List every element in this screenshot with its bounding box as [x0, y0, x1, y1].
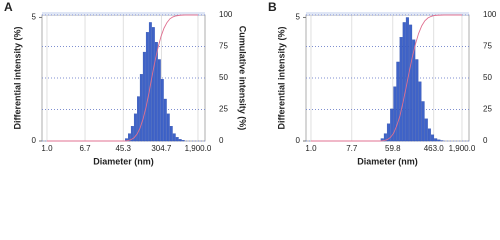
histogram-bar: [137, 96, 140, 142]
y2-tick-label: 25: [483, 105, 492, 114]
x-tick-label: 1,900.0: [185, 144, 212, 153]
histogram-bar: [431, 134, 435, 142]
histogram-bar: [145, 32, 149, 142]
histogram-bar: [133, 113, 137, 142]
histogram-bar: [163, 98, 167, 142]
x-axis-title: Diameter (nm): [93, 156, 154, 166]
histogram-bar: [393, 86, 397, 142]
y-tick-label: 5: [296, 13, 301, 22]
x-tick-label: 45.3: [115, 144, 131, 153]
histogram-bar: [434, 138, 438, 142]
histogram-bar: [151, 27, 155, 142]
histogram-bar: [386, 123, 391, 142]
x-tick-label: 59.8: [385, 144, 401, 153]
y2-axis-title: Cumulative intensity (%): [238, 26, 248, 131]
y-tick-label: 0: [296, 136, 301, 145]
y2-tick-label: 0: [219, 136, 224, 145]
histogram-bar: [148, 22, 152, 142]
panel-label: A: [4, 0, 13, 14]
histogram-bar: [402, 22, 406, 142]
histogram-bar: [418, 81, 422, 142]
histogram-bar: [169, 126, 173, 142]
histogram-bar: [157, 59, 161, 142]
x-axis-title: Diameter (nm): [357, 156, 418, 166]
x-tick-label: 7.7: [346, 144, 358, 153]
histogram-bar: [130, 126, 134, 142]
x-tick-label: 1.0: [41, 144, 53, 153]
cumulative-line: [46, 14, 198, 142]
y2-tick-label: 75: [219, 42, 228, 51]
y2-tick-label: 50: [219, 73, 228, 82]
y2-tick-label: 25: [219, 105, 228, 114]
histogram-bar: [160, 79, 164, 142]
histogram-bar: [424, 118, 428, 142]
histogram-bar: [383, 133, 387, 142]
histogram-bar: [437, 139, 441, 142]
figure: A1.0 6.7 45.3 304.7 1,900.0025507510005Diame…: [4, 0, 497, 166]
y-tick-label: 0: [32, 136, 37, 145]
histogram-bar: [412, 39, 416, 142]
y2-tick-label: 75: [483, 42, 492, 51]
histogram-bar: [409, 24, 413, 142]
histogram-bar: [128, 133, 131, 142]
y-tick-label: 5: [32, 13, 37, 22]
histogram-bar: [396, 61, 400, 142]
chart-panel: A 1.0 6.7 45.3 304.7 1,900.0 0 25 50 75 100 0 5 Diame…: [4, 0, 248, 166]
y2-tick-label: 50: [483, 73, 492, 82]
histogram-bar: [427, 128, 431, 142]
histogram-bar: [139, 74, 143, 142]
x-tick-label: 304.7: [151, 144, 172, 153]
histogram-bar: [415, 59, 419, 142]
y-axis-title: Differential intensity (%): [12, 26, 22, 129]
histogram-bar: [154, 42, 158, 142]
plot-top-band: [42, 12, 205, 15]
chart-panel: B 1.0 7.7 59.8 463.0 1,900.0 0 25 50 75 100 0 5 Diame…: [268, 0, 497, 166]
histogram-bar: [399, 37, 403, 142]
y-axis-title: Differential intensity (%): [276, 26, 286, 129]
y2-tick-label: 100: [219, 10, 233, 19]
panel-label: B: [268, 0, 277, 14]
x-tick-label: 1,900.0: [449, 144, 476, 153]
histogram-bar: [421, 101, 425, 142]
histogram-bar: [172, 133, 176, 142]
x-tick-label: 463.0: [424, 144, 445, 153]
histogram-bar: [142, 51, 146, 142]
histogram-bar: [390, 108, 394, 142]
cumulative-line: [310, 14, 462, 142]
y2-tick-label: 100: [483, 10, 497, 19]
histogram-bar: [181, 140, 185, 142]
x-tick-label: 1.0: [305, 144, 317, 153]
y2-tick-label: 0: [483, 136, 488, 145]
x-tick-label: 6.7: [79, 144, 91, 153]
histogram-bar: [178, 139, 182, 142]
histogram-bar: [175, 137, 179, 142]
plot-top-band: [306, 12, 469, 15]
histogram-bar: [166, 113, 170, 142]
